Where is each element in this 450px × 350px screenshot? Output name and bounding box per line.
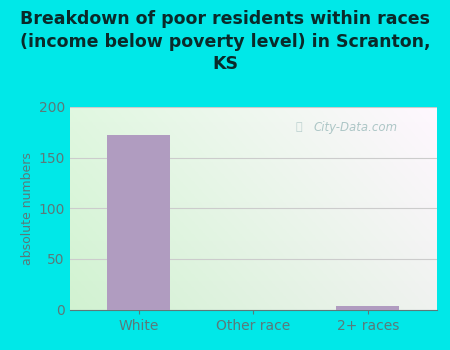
Bar — [107, 135, 170, 310]
Y-axis label: absolute numbers: absolute numbers — [21, 152, 34, 265]
Text: City-Data.com: City-Data.com — [314, 120, 398, 134]
Text: ⓘ: ⓘ — [296, 122, 302, 132]
Bar — [336, 306, 399, 310]
Text: Breakdown of poor residents within races
(income below poverty level) in Scranto: Breakdown of poor residents within races… — [20, 10, 430, 73]
